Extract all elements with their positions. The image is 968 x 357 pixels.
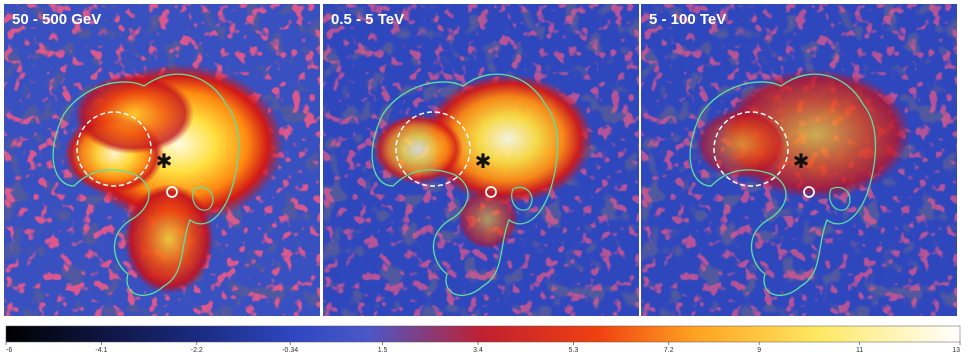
sky-map: ✱ 0.5 - 5 TeV: [323, 4, 639, 316]
colorbar-ticks: -6 -4.1 -2.2 -0.34 1.5 3.4 5.3 7.2 9 11 13: [5, 342, 961, 354]
tick-label: 9: [757, 347, 761, 354]
source-marker: [803, 186, 815, 198]
contour: [371, 73, 559, 296]
tick-label: -6: [6, 347, 12, 354]
tick-label: -0.34: [282, 347, 298, 354]
map-content: ✱ 50 - 500 GeV: [4, 4, 320, 316]
contour: [511, 186, 533, 211]
emission: [696, 109, 786, 179]
tick-label: 7.2: [664, 347, 674, 354]
source-marker: [485, 186, 497, 198]
sky-map: ✱ 50 - 500 GeV: [4, 4, 320, 316]
panels: ✱ 50 - 500 GeV ✱ 0.5 - 5 TeV ✱ 5 - 100 TeV: [4, 4, 957, 316]
tick-label: -2.2: [191, 347, 203, 354]
emission: [423, 74, 593, 204]
star-marker: ✱: [793, 151, 810, 173]
tick-label: 3.4: [473, 347, 483, 354]
contour: [689, 73, 877, 296]
dashed-region: [76, 111, 152, 187]
colorbar: [5, 325, 961, 343]
tick-label: 11: [856, 347, 863, 354]
dashed-region: [395, 111, 471, 187]
dashed-region: [713, 111, 789, 187]
emission: [124, 184, 214, 294]
map-content: ✱ 0.5 - 5 TeV: [323, 4, 639, 316]
panel-label: 50 - 500 GeV: [12, 11, 101, 28]
contour: [52, 73, 240, 296]
panel-label: 5 - 100 TeV: [649, 11, 726, 28]
panel-label: 0.5 - 5 TeV: [331, 11, 404, 28]
emission: [458, 189, 518, 249]
contour: [192, 186, 214, 211]
source-marker: [166, 186, 178, 198]
sky-map: ✱ 5 - 100 TeV: [641, 4, 957, 316]
tick-label: -4.1: [95, 347, 107, 354]
emission: [373, 114, 463, 184]
star-marker: ✱: [475, 151, 492, 173]
star-marker: ✱: [156, 151, 173, 173]
tick-label: 1.5: [378, 347, 388, 354]
emission: [74, 74, 194, 154]
tick-label: 13: [952, 347, 960, 354]
map-content: ✱ 5 - 100 TeV: [641, 4, 957, 316]
contour: [829, 186, 851, 211]
tick-label: 5.3: [569, 347, 579, 354]
